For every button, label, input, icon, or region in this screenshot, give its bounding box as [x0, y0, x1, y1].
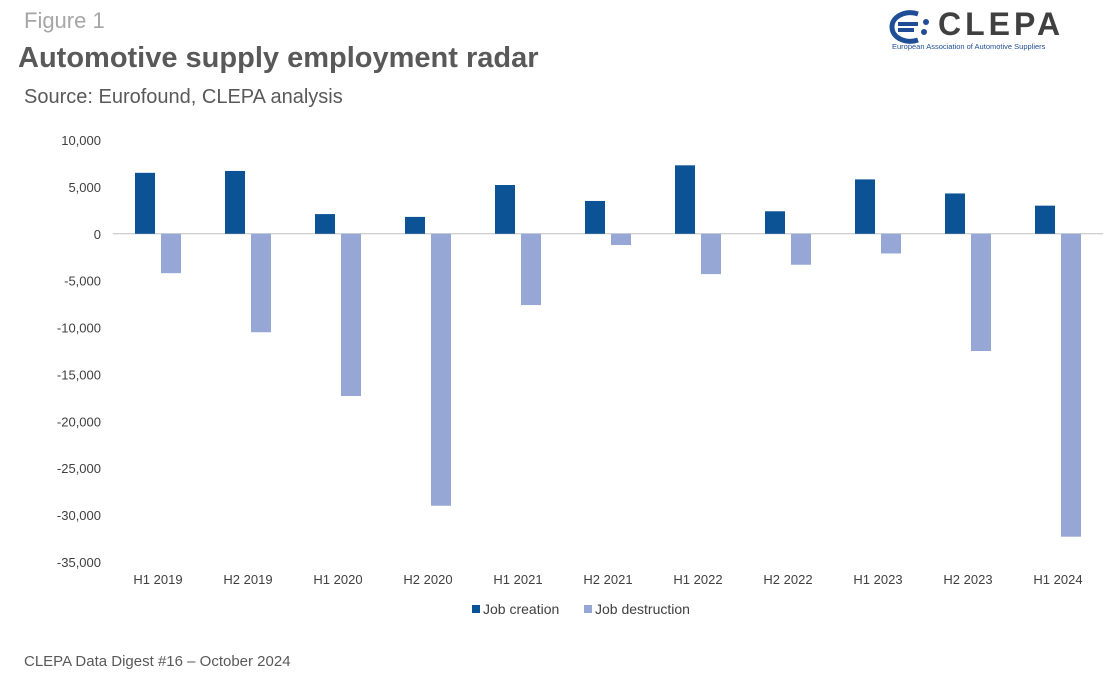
y-tick-label: -35,000 [57, 555, 101, 570]
y-tick-label: -15,000 [57, 367, 101, 382]
x-tick-label: H1 2021 [493, 572, 542, 587]
logo-tagline: European Association of Automotive Suppl… [892, 42, 1046, 51]
x-tick-label: H2 2019 [223, 572, 272, 587]
x-tick-label: H1 2020 [313, 572, 362, 587]
legend-job-creation-swatch [472, 605, 480, 613]
bar-job-destruction [701, 233, 721, 275]
bar-job-destruction [341, 233, 361, 397]
bar-job-creation [495, 185, 515, 234]
bar-job-destruction [971, 233, 991, 351]
bar-job-destruction [1061, 233, 1081, 537]
y-tick-label: 5,000 [68, 180, 101, 195]
bar-job-destruction [611, 233, 631, 246]
footer-note: CLEPA Data Digest #16 – October 2024 [24, 653, 291, 670]
bar-job-creation [315, 214, 335, 234]
x-tick-label: H1 2022 [673, 572, 722, 587]
bar-job-creation [945, 193, 965, 234]
y-tick-label: -10,000 [57, 321, 101, 336]
bar-job-destruction [431, 233, 451, 506]
x-tick-label: H2 2021 [583, 572, 632, 587]
bar-job-creation [585, 200, 605, 234]
clepa-logo: CLEPA European Association of Automotive… [888, 6, 1064, 54]
y-tick-label: -30,000 [57, 508, 101, 523]
bar-job-creation [405, 216, 425, 234]
y-tick-label: -25,000 [57, 461, 101, 476]
bar-chart: 10,000 5,000 0 -5,000 -10,000 -15,000 -20,000 -… [57, 133, 1103, 617]
bar-job-destruction [251, 233, 271, 333]
x-tick-label: H1 2024 [1033, 572, 1082, 587]
x-tick-label: H1 2019 [133, 572, 182, 587]
clepa-logo-mark-icon [889, 10, 929, 44]
legend-job-destruction-label: Job destruction [595, 601, 690, 617]
x-tick-label: H2 2023 [943, 572, 992, 587]
bar-job-destruction [521, 233, 541, 306]
bar-job-creation [765, 211, 785, 234]
bar-job-destruction [881, 233, 901, 254]
logo-wordmark: CLEPA [938, 6, 1065, 42]
y-tick-label: -20,000 [57, 414, 101, 429]
bar-job-creation [225, 170, 245, 234]
bar-job-destruction [791, 233, 811, 265]
chart-source: Source: Eurofound, CLEPA analysis [24, 86, 343, 108]
x-tick-label: H2 2020 [403, 572, 452, 587]
figure-label: Figure 1 [24, 8, 105, 33]
bar-job-creation [1035, 205, 1055, 234]
bar-job-creation [675, 165, 695, 234]
legend-job-creation-label: Job creation [483, 601, 559, 617]
chart-title: Automotive supply employment radar [18, 42, 539, 74]
bar-job-destruction [161, 233, 181, 274]
bar-job-creation [135, 172, 155, 234]
x-tick-label: H1 2023 [853, 572, 902, 587]
legend-job-destruction-swatch [584, 605, 592, 613]
bar-job-creation [855, 179, 875, 234]
y-tick-label: 10,000 [61, 133, 101, 148]
y-tick-label: 0 [94, 227, 101, 242]
x-tick-label: H2 2022 [763, 572, 812, 587]
y-tick-label: -5,000 [64, 274, 101, 289]
